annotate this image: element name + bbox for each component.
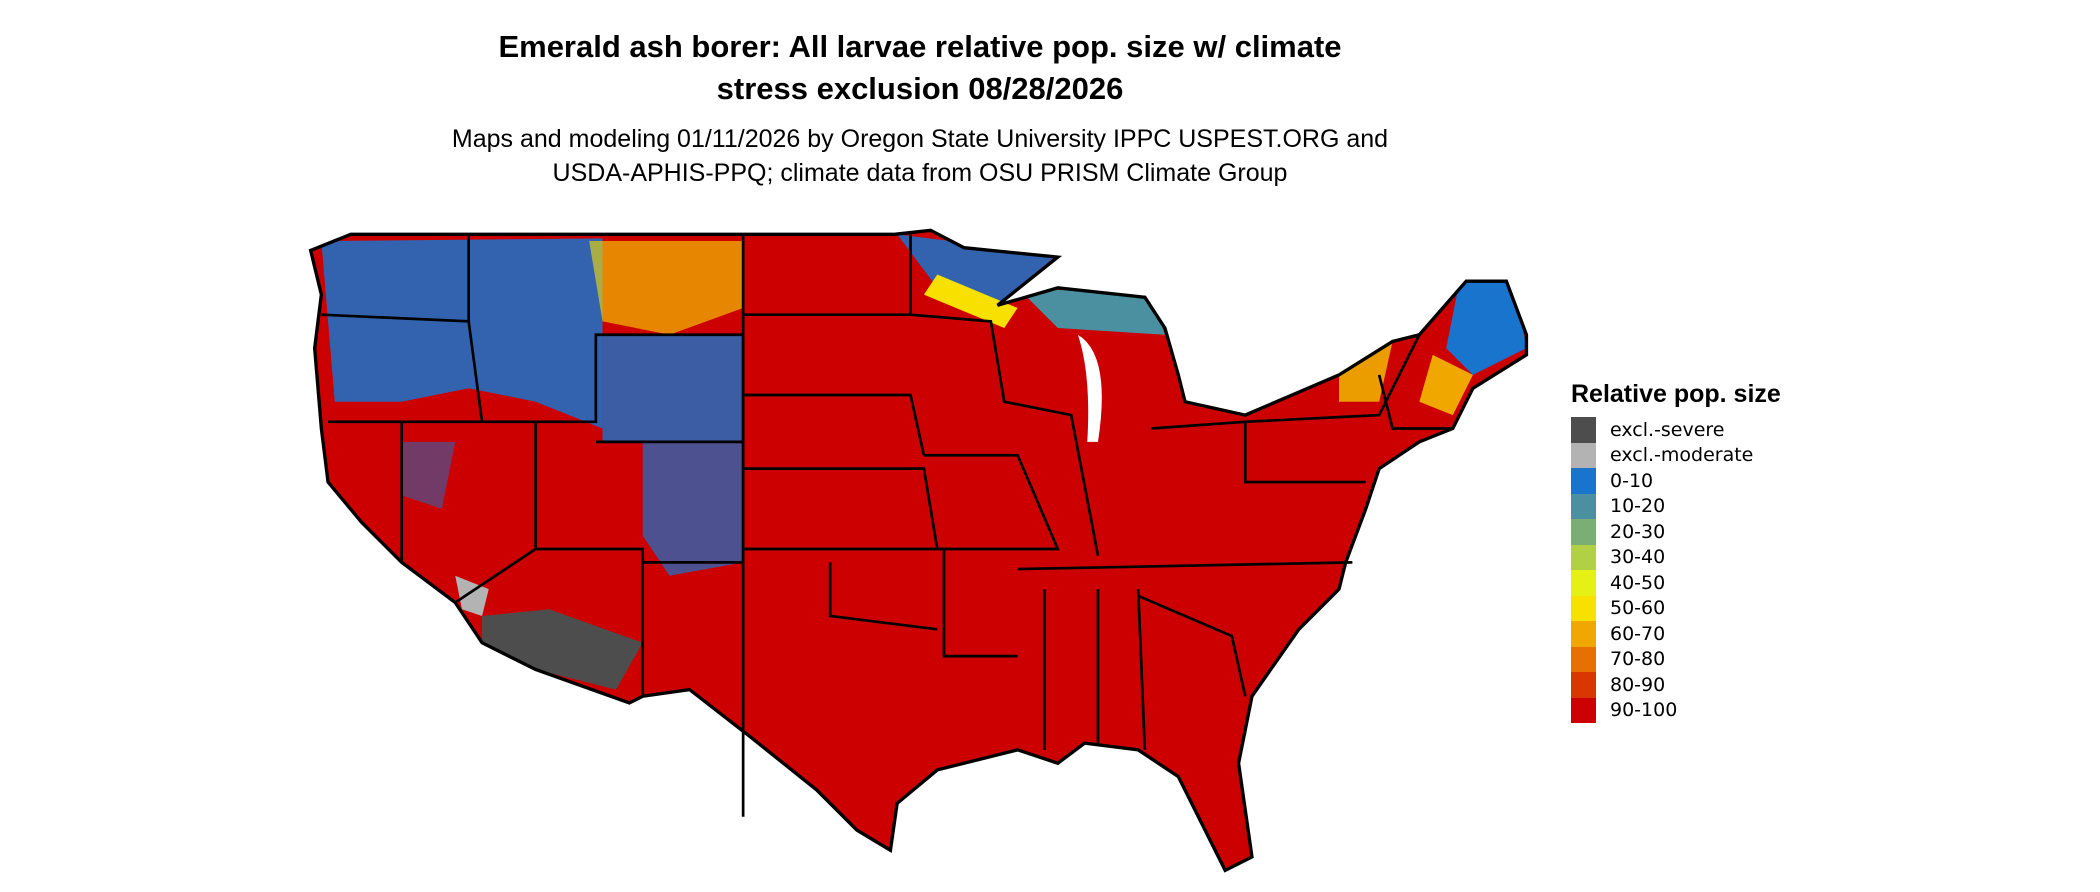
legend-label: excl.-moderate xyxy=(1610,444,1754,467)
legend-item: 90-100 xyxy=(1571,697,1781,723)
subtitle-line-2: USDA-APHIS-PPQ; climate data from OSU PR… xyxy=(552,159,1288,187)
legend-title: Relative pop. size xyxy=(1571,380,1781,408)
legend-item: 20-30 xyxy=(1571,519,1781,545)
legend-swatch xyxy=(1571,519,1596,545)
legend-swatch xyxy=(1571,570,1596,596)
state-borders xyxy=(321,234,1453,817)
legend-swatch xyxy=(1571,672,1596,698)
map-subtitle: Maps and modeling 01/11/2026 by Oregon S… xyxy=(380,122,1460,190)
title-line-1: Emerald ash borer: All larvae relative p… xyxy=(498,29,1342,64)
legend-label: 30-40 xyxy=(1610,546,1666,569)
legend-label: 20-30 xyxy=(1610,520,1666,543)
legend-swatch xyxy=(1571,697,1596,723)
subtitle-line-1: Maps and modeling 01/11/2026 by Oregon S… xyxy=(451,125,1389,153)
legend-swatch xyxy=(1571,621,1596,647)
legend-item: 50-60 xyxy=(1571,595,1781,621)
legend-swatch xyxy=(1571,493,1596,519)
legend-label: 60-70 xyxy=(1610,622,1666,645)
legend-item: 70-80 xyxy=(1571,646,1781,672)
legend: Relative pop. size excl.-severe excl.-mod… xyxy=(1571,380,1781,723)
legend-item: excl.-moderate xyxy=(1571,442,1781,468)
legend-swatch xyxy=(1571,595,1596,621)
legend-item: 80-90 xyxy=(1571,672,1781,698)
title-line-2: stress exclusion 08/28/2026 xyxy=(716,71,1124,106)
legend-label: excl.-severe xyxy=(1610,418,1725,441)
legend-swatch xyxy=(1571,417,1596,443)
legend-item: 0-10 xyxy=(1571,468,1781,494)
lake-michigan xyxy=(1077,334,1102,442)
legend-label: 90-100 xyxy=(1610,699,1678,722)
legend-swatch xyxy=(1571,544,1596,570)
map-title: Emerald ash borer: All larvae relative p… xyxy=(420,26,1420,110)
legend-label: 40-50 xyxy=(1610,571,1666,594)
legend-swatch xyxy=(1571,646,1596,672)
legend-label: 80-90 xyxy=(1610,673,1666,696)
legend-swatch xyxy=(1571,468,1596,494)
legend-label: 0-10 xyxy=(1610,469,1654,492)
legend-item: 40-50 xyxy=(1571,570,1781,596)
low-population-zones xyxy=(321,234,1527,690)
legend-label: 70-80 xyxy=(1610,648,1666,671)
legend-label: 10-20 xyxy=(1610,495,1666,518)
legend-label: 50-60 xyxy=(1610,597,1666,620)
legend-swatch xyxy=(1571,442,1596,468)
legend-item: 10-20 xyxy=(1571,493,1781,519)
legend-item: 30-40 xyxy=(1571,544,1781,570)
legend-item: excl.-severe xyxy=(1571,417,1781,443)
legend-item: 60-70 xyxy=(1571,621,1781,647)
